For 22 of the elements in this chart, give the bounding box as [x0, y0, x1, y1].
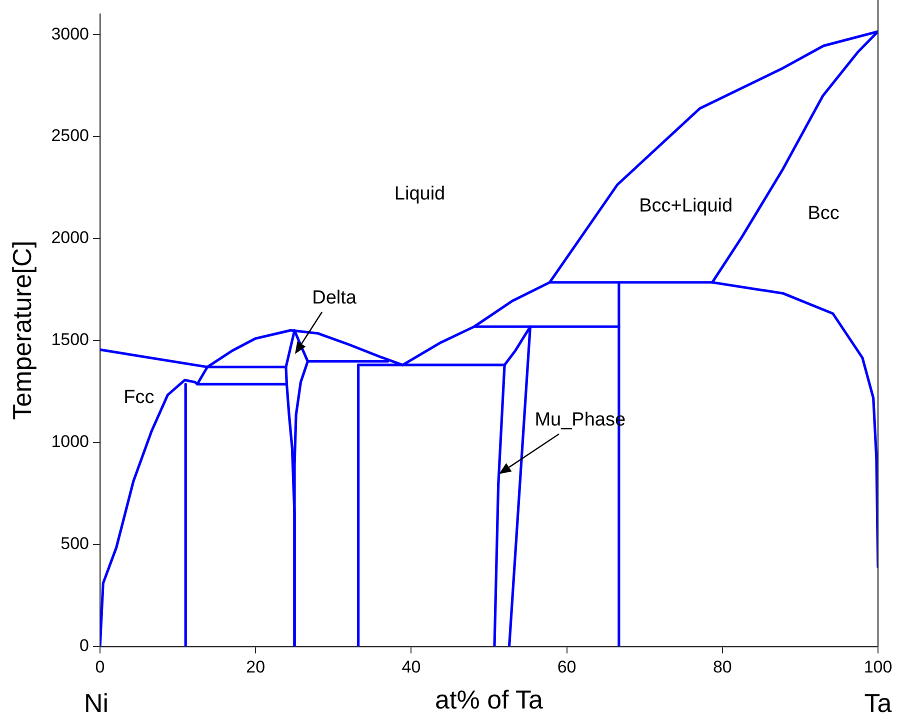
x-tick-label: 0	[95, 657, 105, 676]
y-tick-label: 3000	[51, 24, 90, 44]
text: Ta	[864, 688, 892, 718]
x-tick-label: 80	[712, 657, 732, 676]
x-tick-label: 60	[557, 657, 576, 676]
annotation: Bcc+Liquid	[639, 196, 733, 217]
annotation: Fcc	[124, 387, 154, 408]
y-tick-label: 500	[60, 534, 90, 554]
y-tick-label: 1000	[51, 432, 90, 452]
x-tick-label: 40	[402, 657, 421, 676]
x-tick-label: 100	[864, 657, 892, 676]
annotation: Liquid	[394, 184, 446, 205]
y-axis-title: Temperature[C]	[6, 240, 37, 420]
y-tick-label: 2000	[51, 228, 90, 248]
x-axis-title: at% of Ta	[435, 684, 544, 715]
x-tick-label: 20	[246, 657, 266, 676]
y-tick-label: 2500	[51, 126, 90, 146]
annotation: Delta	[312, 288, 357, 309]
y-tick-label: 1500	[51, 330, 90, 350]
annotation: Bcc	[808, 203, 840, 224]
text: Ni	[84, 688, 109, 718]
y-tick-label: 0	[80, 636, 90, 656]
